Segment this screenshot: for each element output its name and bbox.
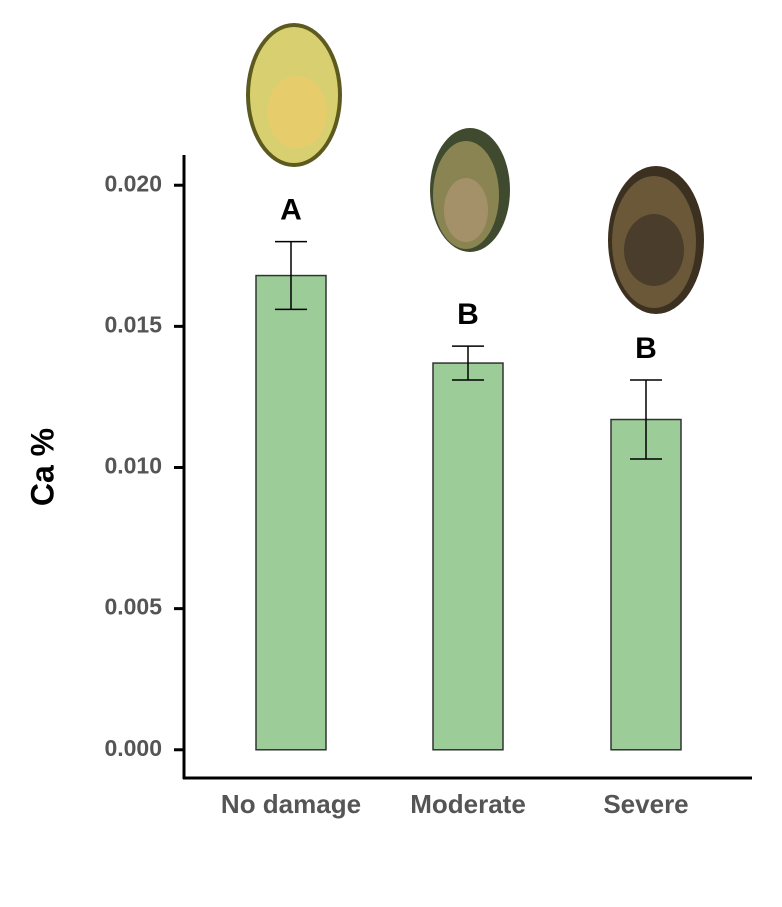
error-bar: [275, 240, 307, 311]
bar: [610, 418, 682, 751]
y-tick-label: 0.015: [104, 311, 162, 337]
y-tick-label: 0.005: [104, 594, 162, 620]
y-tick-label: 0.000: [104, 735, 162, 761]
x-tick-label: Severe: [603, 789, 688, 819]
significance-letter: A: [280, 194, 302, 227]
y-tick-label: 0.010: [104, 453, 162, 479]
avocado-images: [246, 23, 704, 314]
y-axis-label: Ca %: [24, 428, 60, 506]
bar: [255, 274, 327, 751]
significance-letter: B: [457, 298, 479, 331]
significance-letter: B: [635, 332, 657, 365]
y-tick-label: 0.020: [104, 170, 162, 196]
x-tick-label: Moderate: [410, 789, 526, 819]
error-bar: [452, 345, 484, 381]
bar: [432, 362, 504, 751]
x-tick-label: No damage: [221, 789, 361, 819]
error-bar: [630, 379, 662, 460]
